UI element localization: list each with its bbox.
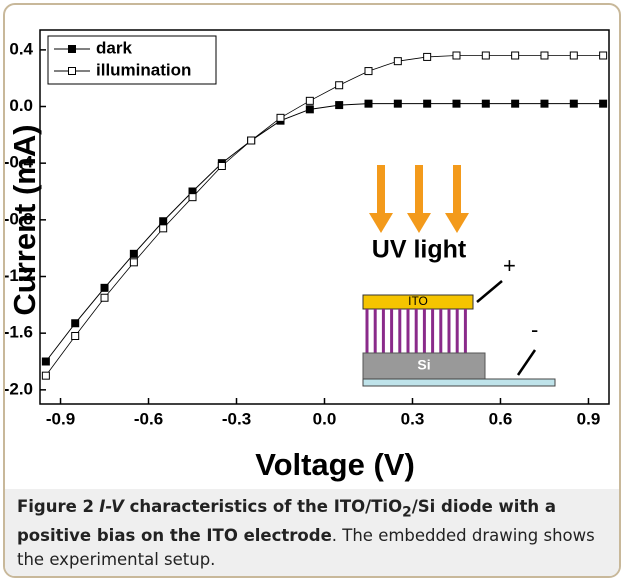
marker (540, 51, 549, 60)
si-label: Si (417, 357, 430, 373)
y-tick-label: -2.0 (5, 379, 33, 398)
marker (41, 371, 50, 380)
inset: UV light ITO Si + - (362, 165, 556, 387)
marker (305, 105, 314, 114)
plus-label: + (503, 253, 516, 278)
si-layer (362, 352, 486, 380)
marker (481, 99, 490, 108)
y-tick-label: -1.6 (5, 323, 33, 342)
x-tick-label: -0.6 (134, 409, 163, 428)
marker (129, 258, 138, 267)
marker (68, 45, 76, 53)
marker (188, 193, 197, 202)
caption-iv: I-V (99, 497, 124, 516)
marker (247, 136, 256, 145)
marker (305, 96, 314, 105)
legend-box (47, 35, 217, 85)
x-tick-label: -0.3 (222, 409, 251, 428)
plus-arrow (476, 280, 503, 303)
marker (364, 99, 373, 108)
legend-label: illumination (96, 60, 191, 79)
uv-label: UV light (372, 236, 467, 264)
caption-bold: characteristics of the ITO/TiO (123, 497, 403, 516)
ito-layer (362, 294, 474, 310)
series-line (45, 103, 604, 362)
y-tick-label: -0.8 (5, 209, 33, 228)
marker (41, 357, 50, 366)
legend-label: dark (96, 38, 132, 57)
tio2-rods (365, 309, 467, 353)
y-tick-label: -0.4 (5, 153, 34, 172)
marker (569, 51, 578, 60)
x-tick-label: 0.3 (401, 409, 425, 428)
marker (100, 293, 109, 302)
marker (423, 99, 432, 108)
marker (335, 101, 344, 110)
marker (511, 51, 520, 60)
uv-arrows (369, 165, 469, 233)
marker (393, 57, 402, 66)
caption: Figure 2 I-V characteristics of the ITO/… (5, 489, 619, 576)
plot-frame (39, 29, 610, 405)
marker (481, 51, 490, 60)
marker (217, 162, 226, 170)
x-tick-label: 0.6 (489, 409, 513, 428)
marker (71, 332, 80, 340)
x-tick-label: 0.9 (577, 409, 601, 428)
marker (159, 217, 168, 226)
marker (335, 81, 344, 90)
series-line (45, 55, 604, 376)
y-tick-label: 0.0 (9, 96, 33, 115)
marker (599, 99, 608, 108)
marker (393, 99, 402, 108)
marker (159, 224, 168, 233)
x-tick-label: -0.9 (46, 409, 75, 428)
minus-label: - (531, 317, 538, 342)
marker (129, 249, 138, 258)
marker (364, 67, 373, 76)
ito-label: ITO (408, 294, 428, 308)
x-tick-label: 0.0 (313, 409, 337, 428)
marker (423, 52, 432, 61)
caption-sub: 2 (402, 504, 412, 521)
y-tick-label: -1.2 (5, 266, 33, 285)
figure-card: Voltage (V) Current (mA) UV light ITO Si… (3, 3, 621, 578)
marker (71, 319, 80, 328)
caption-text: . The embedded drawing shows the experim… (17, 526, 595, 570)
marker (599, 51, 608, 60)
y-axis-label: Current (mA) (7, 124, 42, 315)
marker (569, 99, 578, 108)
marker (452, 99, 461, 108)
caption-bold: /Si diode with a positive bias on the IT… (17, 497, 556, 546)
x-axis-label: Voltage (V) (255, 447, 415, 482)
marker (100, 283, 109, 292)
marker (452, 51, 461, 60)
marker (276, 113, 285, 122)
minus-arrow (516, 349, 537, 376)
chart: Voltage (V) Current (mA) UV light ITO Si… (5, 29, 610, 482)
caption-label: Figure 2 (17, 497, 95, 516)
marker (511, 99, 520, 108)
marker (540, 99, 549, 108)
base-layer (362, 378, 556, 387)
y-tick-label: 0.4 (9, 39, 33, 58)
marker (68, 67, 76, 75)
